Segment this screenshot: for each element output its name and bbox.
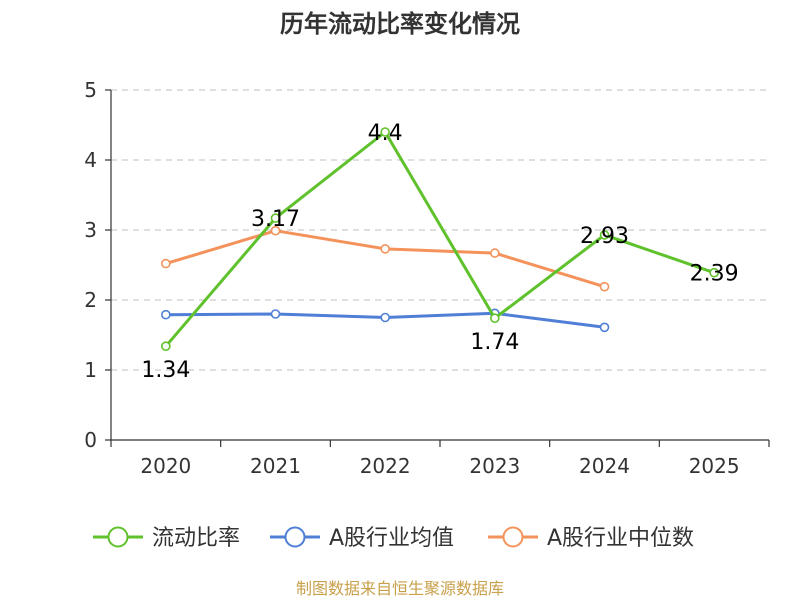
data-point-0-2 — [380, 127, 390, 137]
legend-marker-1 — [284, 526, 306, 548]
data-point-0-4 — [599, 230, 610, 240]
data-label: 4.4 — [368, 121, 403, 146]
y-tick-label: 2 — [84, 288, 97, 312]
y-tick-label: 4 — [84, 148, 97, 172]
legend-marker-2 — [502, 526, 524, 548]
data-label: 1.74 — [470, 330, 519, 355]
y-tick-label: 0 — [84, 428, 97, 452]
data-label: 2.39 — [690, 262, 739, 287]
legend-label: 流动比率 — [152, 526, 240, 551]
legend: 流动比率 A股行业均值 A股行业中位数 — [93, 526, 694, 551]
data-point-2-1 — [270, 225, 281, 236]
data-point-0-1 — [270, 213, 281, 223]
data-point-0-0 — [161, 341, 171, 352]
legend-label: A股行业中位数 — [547, 526, 694, 551]
data-point-2-0 — [161, 258, 171, 269]
legend-item-2: A股行业中位数 — [488, 526, 694, 551]
legend-marker-0 — [107, 526, 129, 548]
data-point-2-4 — [599, 281, 610, 292]
y-tick-label: 5 — [84, 78, 97, 102]
data-point-1-4 — [599, 322, 610, 333]
data-label: 1.34 — [141, 358, 190, 383]
data-label: 3.17 — [251, 207, 300, 232]
data-point-1-2 — [380, 312, 390, 323]
legend-item-1: A股行业均值 — [270, 526, 454, 551]
data-point-2-2 — [380, 244, 390, 254]
series-line-2 — [165, 229, 605, 289]
series-line-0 — [164, 130, 715, 348]
y-tick-label: 1 — [84, 358, 97, 382]
chart-title: 历年流动比率变化情况 — [280, 10, 520, 38]
legend-item-0: 流动比率 — [93, 526, 240, 551]
data-point-1-1 — [270, 309, 281, 319]
x-tick-label: 2021 — [250, 454, 301, 478]
data-point-0-5 — [709, 267, 719, 278]
data-label: 2.93 — [580, 224, 629, 249]
data-point-0-3 — [490, 313, 500, 324]
y-axis: 0 1 2 3 4 5 — [84, 78, 112, 452]
x-tick-label: 2025 — [689, 454, 740, 478]
x-tick-label: 2024 — [579, 454, 630, 478]
data-source-note: 制图数据来自恒生聚源数据库 — [296, 579, 504, 598]
plot-area: 1.34 3.17 4.4 1.74 2.93 2.39 — [141, 121, 738, 383]
grid-lines — [111, 89, 769, 371]
x-tick-label: 2020 — [140, 454, 191, 478]
data-point-1-0 — [161, 309, 171, 320]
x-tick-label: 2023 — [469, 454, 520, 478]
x-tick-label: 2022 — [360, 454, 411, 478]
data-point-2-3 — [490, 248, 500, 258]
x-axis: 2020 2021 2022 2023 2024 2025 — [110, 439, 770, 478]
y-tick-label: 3 — [84, 218, 97, 242]
legend-label: A股行业均值 — [329, 526, 454, 551]
